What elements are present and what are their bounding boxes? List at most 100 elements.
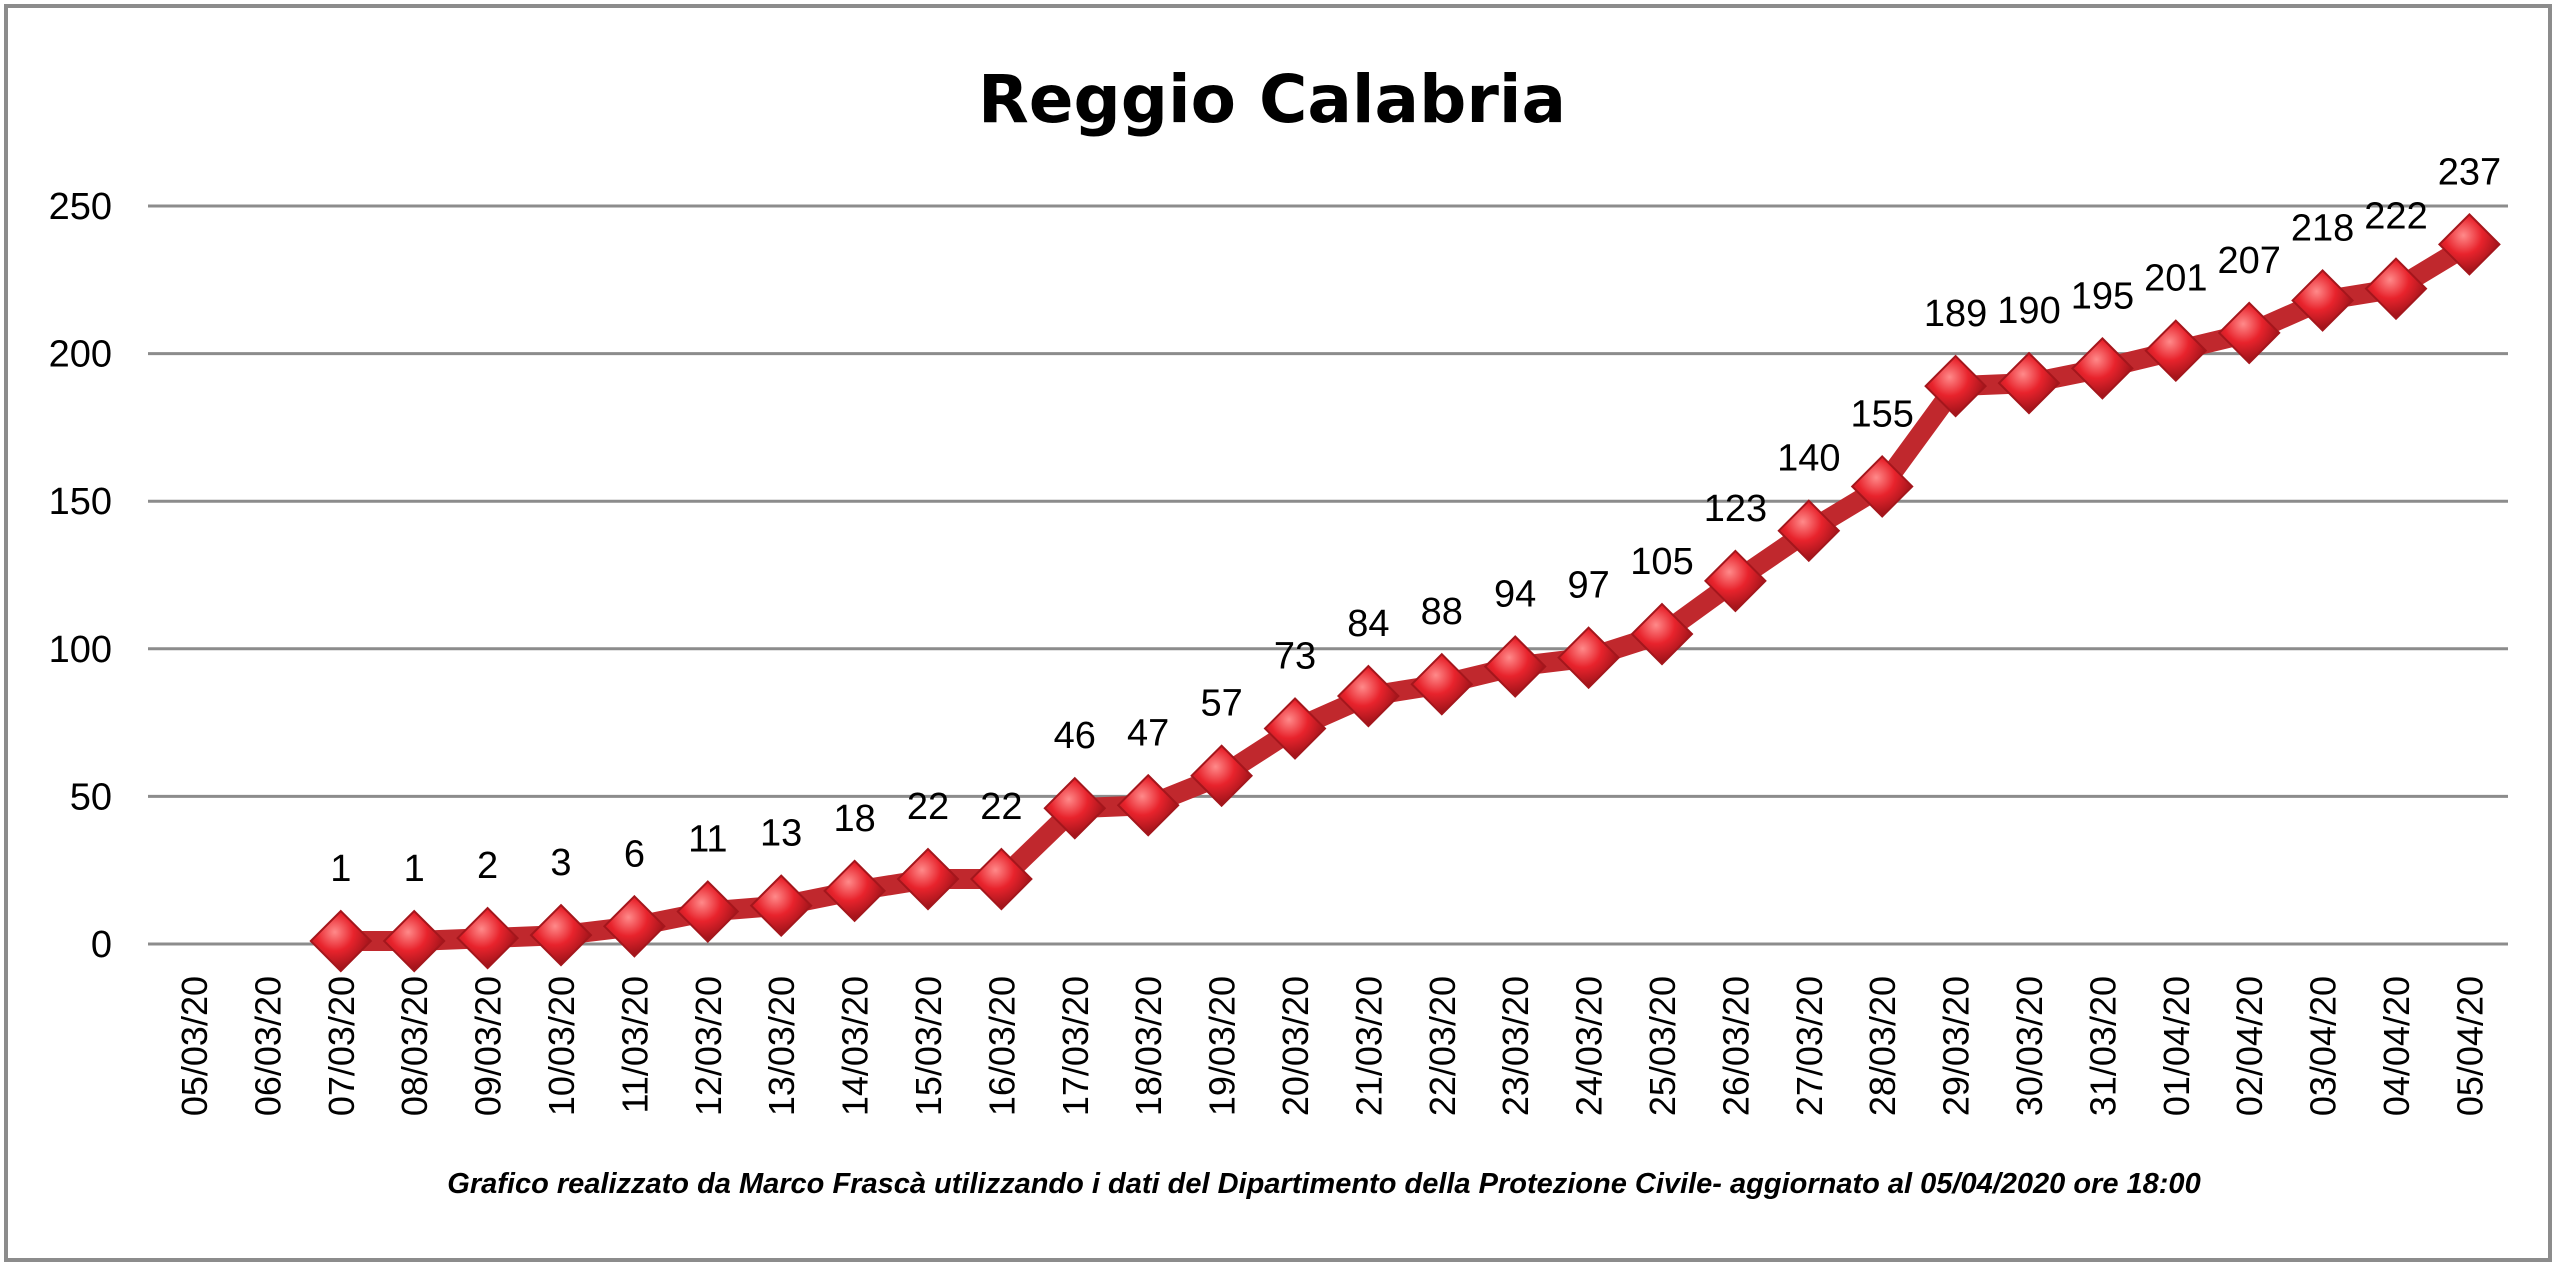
- x-tick-label: 31/03/20: [2082, 976, 2123, 1116]
- x-tick-label: 04/04/20: [2376, 976, 2417, 1116]
- series-markers: [309, 212, 2501, 973]
- data-point: [1557, 626, 1621, 690]
- data-point: [2437, 212, 2501, 276]
- data-point: [309, 909, 373, 973]
- x-tick-label: 08/03/20: [394, 976, 435, 1116]
- x-tick-label: 17/03/20: [1055, 976, 1096, 1116]
- chart-frame: Reggio Calabria 0 50 100 150 200 250 05/03/20…: [4, 4, 2552, 1262]
- x-axis-ticks: 05/03/20 06/03/20 07/03/20 08/03/20 09/03/20…: [174, 976, 2490, 1116]
- x-tick-label: 28/03/20: [1862, 976, 1903, 1116]
- data-label: 3: [550, 842, 571, 884]
- data-label: 57: [1200, 683, 1242, 725]
- data-point: [749, 874, 813, 938]
- y-tick-label: 0: [91, 924, 112, 966]
- x-tick-label: 22/03/20: [1422, 976, 1463, 1116]
- data-label: 22: [907, 786, 949, 828]
- data-point: [529, 903, 593, 967]
- data-label: 155: [1850, 393, 1913, 435]
- data-point: [969, 847, 1033, 911]
- y-tick-label: 200: [49, 334, 112, 376]
- x-tick-label: 07/03/20: [321, 976, 362, 1116]
- data-point: [2364, 257, 2428, 321]
- gridlines: [148, 204, 2508, 946]
- data-label: 73: [1274, 636, 1316, 678]
- x-tick-label: 18/03/20: [1128, 976, 1169, 1116]
- data-label: 189: [1924, 293, 1987, 335]
- data-label: 123: [1704, 488, 1767, 530]
- data-label: 97: [1567, 565, 1609, 607]
- x-tick-label: 05/03/20: [174, 976, 215, 1116]
- data-point: [1924, 354, 1988, 418]
- x-tick-label: 03/04/20: [2303, 976, 2344, 1116]
- data-point: [1263, 697, 1327, 760]
- x-tick-label: 13/03/20: [761, 976, 802, 1116]
- x-tick-label: 19/03/20: [1202, 976, 1243, 1116]
- y-axis-ticks: 0 50 100 150 200 250: [49, 186, 112, 966]
- x-tick-label: 15/03/20: [908, 976, 949, 1116]
- data-label: 13: [760, 813, 802, 855]
- data-point: [823, 859, 887, 923]
- data-label: 140: [1777, 438, 1840, 480]
- chart-title: Reggio Calabria: [978, 61, 1566, 138]
- x-tick-label: 16/03/20: [981, 976, 1022, 1116]
- x-tick-label: 23/03/20: [1495, 976, 1536, 1116]
- chart: Reggio Calabria 0 50 100 150 200 250 05/03/20…: [49, 61, 2508, 1200]
- data-point: [2144, 319, 2208, 383]
- x-tick-label: 24/03/20: [1569, 976, 1610, 1116]
- data-label: 237: [2438, 151, 2501, 193]
- data-label: 47: [1127, 712, 1169, 754]
- data-point: [602, 894, 666, 958]
- data-label: 1: [404, 848, 425, 890]
- x-tick-label: 25/03/20: [1642, 976, 1683, 1116]
- data-point: [1850, 455, 1914, 518]
- y-tick-label: 250: [49, 186, 112, 228]
- data-label: 94: [1494, 574, 1536, 616]
- data-point: [1703, 549, 1767, 613]
- data-label: 1: [330, 848, 351, 890]
- x-tick-label: 27/03/20: [1789, 976, 1830, 1116]
- data-label: 22: [980, 786, 1022, 828]
- data-point: [2070, 336, 2134, 400]
- chart-footnote: Grafico realizzato da Marco Frascà utili…: [447, 1168, 2200, 1200]
- data-label: 105: [1630, 541, 1693, 583]
- data-label: 46: [1054, 715, 1096, 757]
- data-point: [1483, 635, 1547, 698]
- data-label: 207: [2217, 240, 2280, 282]
- data-point: [1630, 602, 1694, 666]
- data-point: [2217, 301, 2281, 365]
- data-point: [1777, 499, 1841, 563]
- data-point: [382, 909, 446, 973]
- x-tick-label: 06/03/20: [247, 976, 288, 1116]
- data-label: 84: [1347, 603, 1389, 645]
- x-tick-label: 05/04/20: [2449, 976, 2490, 1116]
- data-point: [896, 847, 960, 911]
- data-point: [1997, 351, 2061, 415]
- x-tick-label: 20/03/20: [1275, 976, 1316, 1116]
- data-point: [1336, 664, 1400, 728]
- x-tick-label: 14/03/20: [835, 976, 876, 1116]
- x-tick-label: 12/03/20: [688, 976, 729, 1116]
- data-label: 222: [2364, 196, 2427, 238]
- data-point: [1116, 773, 1180, 837]
- x-tick-label: 02/04/20: [2229, 976, 2270, 1116]
- y-tick-label: 100: [49, 629, 112, 671]
- data-label: 18: [833, 798, 875, 840]
- x-tick-label: 01/04/20: [2156, 976, 2197, 1116]
- data-point: [1043, 776, 1107, 840]
- x-tick-label: 09/03/20: [468, 976, 509, 1116]
- x-tick-label: 10/03/20: [541, 976, 582, 1116]
- y-tick-label: 150: [49, 481, 112, 523]
- data-point: [1410, 652, 1474, 716]
- data-label: 201: [2144, 258, 2207, 300]
- data-label: 88: [1421, 591, 1463, 633]
- data-label: 11: [688, 819, 727, 861]
- x-tick-label: 29/03/20: [1936, 976, 1977, 1116]
- y-tick-label: 50: [70, 776, 112, 818]
- data-label: 218: [2291, 207, 2354, 249]
- x-tick-label: 30/03/20: [2009, 976, 2050, 1116]
- data-label: 195: [2071, 275, 2134, 317]
- data-point: [1190, 744, 1254, 808]
- data-label: 6: [624, 833, 645, 875]
- x-tick-label: 26/03/20: [1715, 976, 1756, 1116]
